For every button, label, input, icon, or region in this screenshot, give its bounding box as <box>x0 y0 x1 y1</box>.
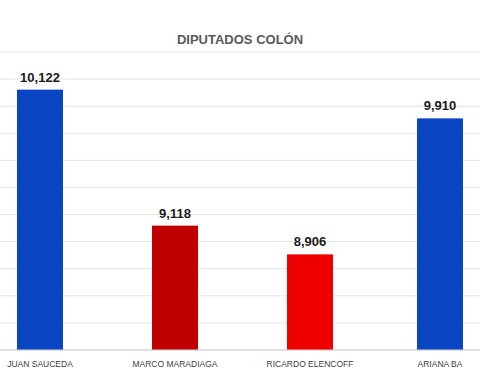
category-label: MARCO MARADIAGA <box>132 359 217 369</box>
data-label: 10,122 <box>20 70 60 85</box>
title: DIPUTADOS COLÓN <box>177 32 303 47</box>
bar <box>17 90 63 350</box>
chart-container: DIPUTADOS COLÓN 10,122 9,118 8,906 9,910 JUAN… <box>0 0 480 384</box>
grid-line <box>0 106 480 107</box>
grid-line <box>0 350 480 351</box>
grid <box>0 52 480 350</box>
bar <box>417 118 463 350</box>
grid-line <box>0 241 480 242</box>
grid-line <box>0 322 480 323</box>
grid-line <box>0 133 480 134</box>
category-label: ARIANA BA <box>418 359 463 369</box>
grid-line <box>0 268 480 269</box>
grid-line <box>0 187 480 188</box>
grid-line <box>0 52 480 53</box>
x-axis-line <box>0 350 480 351</box>
grid-line <box>0 160 480 161</box>
bars <box>17 90 463 350</box>
data-label: 9,910 <box>424 98 457 113</box>
chart-svg: DIPUTADOS COLÓN 10,122 9,118 8,906 9,910 JUAN… <box>0 0 480 384</box>
category-label: RICARDO ELENCOFF <box>267 359 354 369</box>
data-label: 9,118 <box>159 206 191 221</box>
data-label: 8,906 <box>294 234 327 249</box>
bar <box>287 254 333 350</box>
grid-line <box>0 295 480 296</box>
category-label: JUAN SAUCEDA <box>7 359 73 369</box>
bar <box>152 226 198 350</box>
grid-line <box>0 79 480 80</box>
grid-line <box>0 214 480 215</box>
